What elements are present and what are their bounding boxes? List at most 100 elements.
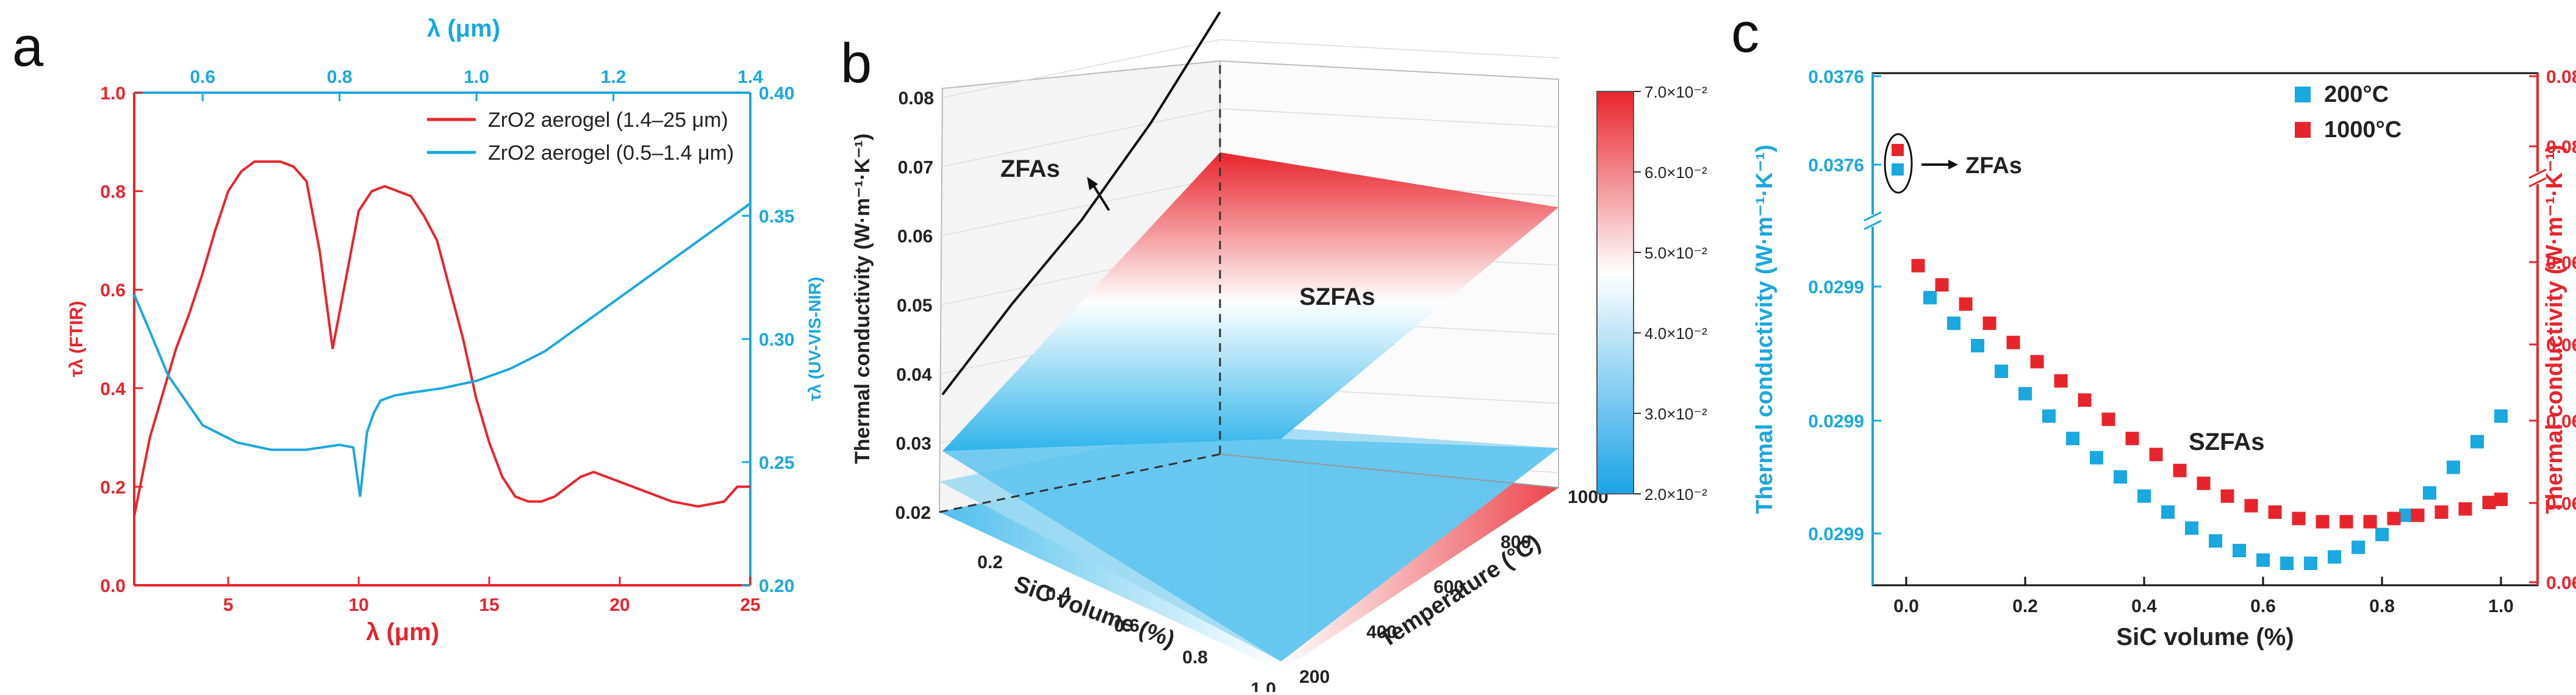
- c-point-200-19: [2375, 527, 2389, 541]
- b-xtick-label-1: 0.4: [1046, 584, 1071, 604]
- c-point-200-17: [2328, 550, 2341, 564]
- c-ticks: 0.0 0.2 0.4 0.6 0.8 1.0 0.0376 0.0376 0.0299 0.02…: [1808, 67, 2576, 616]
- a-ytick-label-1: 0.2: [100, 477, 126, 497]
- b-ztick-label-6: 0.08: [899, 88, 934, 109]
- a-y2tick-label-3: 0.35: [759, 207, 794, 227]
- a-y2tick-label-1: 0.25: [759, 453, 794, 473]
- c-point-1000-8: [2101, 412, 2115, 426]
- c-point-1000-20: [2387, 511, 2401, 526]
- b-grid-back-5: [1219, 108, 1559, 128]
- c-point-200-8: [2114, 470, 2127, 484]
- a-xlabel: λ (μm): [366, 619, 439, 646]
- c-point-200-7: [2090, 451, 2103, 465]
- b-ztick-label-3: 0.05: [897, 296, 932, 316]
- c-point-200-12: [2209, 534, 2222, 548]
- c-point-200-9: [2137, 489, 2151, 503]
- c-point-1000-13: [2220, 489, 2234, 503]
- c-xtick-label-2: 0.4: [2131, 596, 2157, 616]
- c-point-200-4: [2018, 387, 2032, 401]
- c-y2tick-label-6: 0.0671: [2546, 573, 2576, 593]
- b-colorbar-ticks: 7.0×10⁻² 6.0×10⁻² 5.0×10⁻² 4.0×10⁻² 3.0×10⁻²…: [1634, 83, 1707, 504]
- a-xtick-label-0: 5: [223, 595, 234, 615]
- b-ztick-label-1: 0.03: [895, 434, 931, 454]
- panel-label-a: a: [12, 16, 44, 78]
- a-x2tick-label-3: 1.2: [601, 67, 626, 87]
- b-surface-main: [942, 152, 1559, 451]
- b-grid-left-5: [942, 108, 1221, 168]
- c-point-1000-24: [2482, 496, 2496, 510]
- c-point-1000-21: [2411, 508, 2425, 522]
- c-point-1000-12: [2197, 476, 2211, 490]
- c-zfas-200-point: [1892, 163, 1904, 176]
- c-point-1000-6: [2054, 374, 2068, 388]
- a-xtick-label-2: 15: [479, 595, 499, 615]
- c-point-200-1: [1947, 316, 1961, 330]
- b-cb-tick-label-3: 4.0×10⁻²: [1645, 324, 1707, 343]
- b-ztick-label-0: 0.02: [895, 503, 931, 523]
- a-x2tick-label-4: 1.4: [737, 67, 763, 87]
- b-zfas-arrowhead: [1087, 177, 1098, 190]
- a-legend-uv-label: ZrO2 aerogel (0.5–1.4 μm): [488, 141, 734, 165]
- b-ticks: 0.02 0.03 0.04 0.05 0.06 0.07 0.08 0.2 0.4 0.6 0.8…: [895, 88, 1609, 695]
- b-ztick-label-2: 0.04: [896, 365, 932, 385]
- c-point-200-23: [2470, 435, 2484, 449]
- a-x2tick-label-2: 1.0: [464, 67, 489, 87]
- b-ztick-label-5: 0.07: [898, 157, 933, 177]
- c-point-1000-7: [2078, 393, 2092, 407]
- c-point-200-11: [2185, 521, 2198, 535]
- c-y2tick-label-4: 0.0672: [2546, 412, 2576, 432]
- b-cb-tick-label-1: 6.0×10⁻²: [1645, 163, 1707, 182]
- c-point-1000-9: [2125, 432, 2139, 446]
- c-xtick-label-4: 0.8: [2369, 596, 2395, 616]
- b-grid-left-4: [941, 177, 1221, 237]
- c-point-1000-18: [2339, 515, 2353, 529]
- c-points: [1911, 258, 2508, 570]
- b-zfas-line: [941, 11, 1221, 396]
- c-xtick-label-0: 0.0: [1893, 596, 1919, 616]
- b-cb-tick-label-4: 3.0×10⁻²: [1645, 405, 1707, 423]
- a-series-uv-line: [133, 202, 752, 497]
- b-ytick-label-0: 200: [1299, 667, 1330, 687]
- b-ytick-label-1: 400: [1366, 622, 1397, 642]
- b-surface-front: [942, 439, 1559, 661]
- c-ytick-label-0: 0.0376: [1808, 67, 1864, 87]
- b-cb-tick-label-2: 5.0×10⁻²: [1645, 244, 1707, 262]
- c-legend-200-swatch: [2295, 87, 2311, 102]
- c-szfas-label: SZFAs: [2189, 429, 2264, 455]
- a-x2tick-label-0: 0.6: [190, 67, 215, 87]
- b-ytick-label-3: 800: [1501, 532, 1531, 552]
- c-point-200-13: [2233, 544, 2246, 557]
- a-xtick-label-3: 20: [609, 595, 630, 615]
- b-ytick-label-2: 600: [1433, 577, 1464, 597]
- a-legend: ZrO2 aerogel (1.4–25 μm) ZrO2 aerogel (0…: [427, 109, 734, 165]
- b-xtick-label-4: 1.0: [1250, 679, 1276, 692]
- b-grid-back-6: [1219, 39, 1559, 59]
- b-dashed-axis-1: [939, 453, 1221, 513]
- c-point-1000-4: [2006, 335, 2020, 349]
- c-point-1000-5: [2030, 355, 2044, 369]
- c-y2tick-label-2: 0.0673: [2546, 253, 2576, 273]
- a-ticks: 5 10 15 20 25 0.6 0.8 1.0 1.2 1.4 0.0 0.2 0.4 0.6 0.8 1…: [100, 67, 794, 615]
- b-cb-tick-label-0: 7.0×10⁻²: [1645, 83, 1707, 101]
- c-point-200-22: [2447, 460, 2460, 474]
- a-legend-ftir-label: ZrO2 aerogel (1.4–25 μm): [488, 109, 728, 132]
- c-point-1000-14: [2244, 499, 2258, 513]
- b-colorbar: [1596, 91, 1634, 494]
- c-point-1000-15: [2268, 505, 2282, 519]
- a-y2label: τλ (UV-VIS-NIR): [805, 277, 824, 401]
- b-grid-left-6: [942, 39, 1221, 98]
- a-xtick-label-1: 10: [348, 595, 368, 615]
- c-point-200-21: [2423, 486, 2436, 500]
- b-back-floor-edge: [1219, 454, 1559, 488]
- c-point-200-10: [2161, 505, 2175, 519]
- c-point-1000-1: [1935, 278, 1949, 292]
- c-point-1000-16: [2292, 511, 2306, 526]
- a-series-ftir-line: [133, 160, 750, 517]
- c-axis-break-right: [2528, 168, 2547, 188]
- c-xtick-label-3: 0.6: [2250, 596, 2276, 616]
- a-ylabel: τλ (FTIR): [66, 301, 87, 377]
- c-point-1000-25: [2494, 493, 2508, 506]
- b-xtick-label-3: 0.8: [1182, 647, 1208, 668]
